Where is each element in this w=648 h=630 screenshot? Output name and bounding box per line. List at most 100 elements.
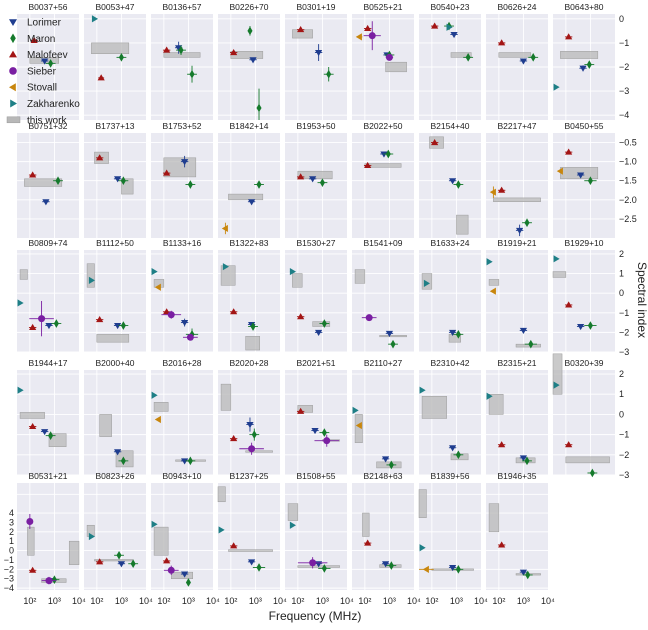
data-point-malofeev [565,301,573,308]
data-point-sieber [167,311,175,319]
data-point-zakharenko [222,263,229,271]
data-point-malofeev [297,407,305,414]
panel-b1530-plus-27: B1530+27 [285,238,347,353]
data-point-lorimer [577,172,585,179]
panel-title: B2110+27 [364,358,403,368]
legend-label: this work [27,115,67,126]
data-point-stovall [154,283,161,291]
panel-background [218,483,280,590]
data-point-maron [524,218,530,228]
panel-title: B2000+40 [96,358,135,368]
data-point-malofeev [96,154,104,161]
data-point-maron [48,431,54,440]
panel-b1322-plus-83: B1322+83 [218,238,280,353]
data-point-zakharenko [553,381,560,389]
data-point-lorimer [449,178,457,185]
panel-background [486,250,548,352]
data-point-malofeev [565,33,573,40]
data-point-lorimer [382,456,390,463]
y-tick-label: −2 [4,564,14,574]
data-point-lorimer [579,65,587,72]
this-work-box [421,273,433,290]
x-tick-label: 10³ [517,596,530,606]
data-point-maron [390,339,396,349]
panel-background [17,250,79,352]
y-tick-label: −1 [619,430,629,440]
data-point-lorimer [175,45,183,52]
legend-entry-sieber: Sieber [9,66,57,77]
panel-background [419,483,481,590]
panel-title: B1633+24 [431,238,470,248]
this-work-box [24,178,63,187]
x-tick-label: 10² [157,596,170,606]
this-work-box [91,42,130,55]
data-point-lorimer [385,330,394,337]
data-point-lorimer [45,322,53,330]
data-point-lorimer [181,320,189,327]
panel-b2315-plus-21: B2315+21 [486,358,548,476]
panel-title: B1842+14 [230,121,269,131]
y-tick-label: −1.5 [619,176,637,186]
data-point-maron [48,59,54,68]
y-tick-label: 3 [9,517,14,527]
panel-title: B2016+28 [163,358,202,368]
data-point-zakharenko [17,299,24,307]
panel-b1953-plus-50: B1953+50 [285,121,347,238]
x-tick-label: 10² [291,596,304,606]
legend-marker [9,67,17,75]
panel-title: B0809+74 [29,238,68,248]
data-point-maron [525,570,531,580]
this-work-box [493,197,541,202]
y-tick-label: 2 [9,527,14,537]
legend-entry-this-work: this work [6,115,67,126]
panel-b0943-plus-10: B0943+10 10² 10³ 10⁴ [151,471,220,606]
panel-title: B1929+10 [565,238,604,248]
panel-background [285,483,347,590]
legend-entry-malofeev: Malofeev [9,50,68,61]
this-work-box [287,503,299,521]
x-tick-label: 10⁴ [407,596,421,606]
y-axis-label: Spectral index [635,262,648,338]
this-work-box [228,549,273,552]
panel-b0626-plus-24: B0626+24 [486,2,548,120]
legend-label: Stovall [27,83,57,94]
data-point-lorimer [519,58,528,65]
panel-background [151,370,213,475]
panel-title: B0037+56 [29,2,68,12]
panel-b1946-plus-35: B1946+35 10² 10³ 10⁴ [486,471,555,606]
panel-title: B0226+70 [230,2,269,12]
data-point-lorimer [41,58,49,65]
y-tick-label: −2.0 [619,195,637,205]
panel-background [151,250,213,352]
panel-b0301-plus-19: B0301+19 [285,2,347,120]
panel-b0450-plus-55: B0450+55 −0.5 −1.0 −1.5 −2.0 −2.5 [553,83,637,238]
this-work-box [19,269,28,280]
data-point-maron [388,460,394,470]
data-point-malofeev [96,316,104,323]
y-tick-label: −2.5 [619,214,637,224]
x-tick-label: 10⁴ [72,596,86,606]
y-tick-label: 1 [619,269,624,279]
x-axis-label: Frequency (MHz) [269,609,362,623]
panel-b2154-plus-40: B2154+40 [419,121,481,238]
data-point-sieber [365,314,373,322]
panel-title: B1953+50 [297,121,336,131]
data-point-maron [187,456,193,466]
legend-marker [6,116,21,124]
data-point-lorimer [309,176,317,183]
data-point-maron [385,149,391,159]
this-work-box [450,52,472,58]
y-tick-label: −4 [4,583,14,593]
this-work-box [488,279,500,286]
this-work-box [121,178,134,195]
panel-title: B2148+63 [364,471,403,481]
y-tick-label: 4 [9,508,14,518]
panel-title: B2020+28 [230,358,269,368]
panel-b0751-plus-32: B0751+32 [17,121,79,238]
panel-title: B1322+83 [230,238,269,248]
this-work-box [68,540,80,565]
data-point-zakharenko [446,23,453,31]
panel-background [419,370,481,475]
data-point-lorimer [519,569,528,576]
data-point-zakharenko [289,267,296,276]
